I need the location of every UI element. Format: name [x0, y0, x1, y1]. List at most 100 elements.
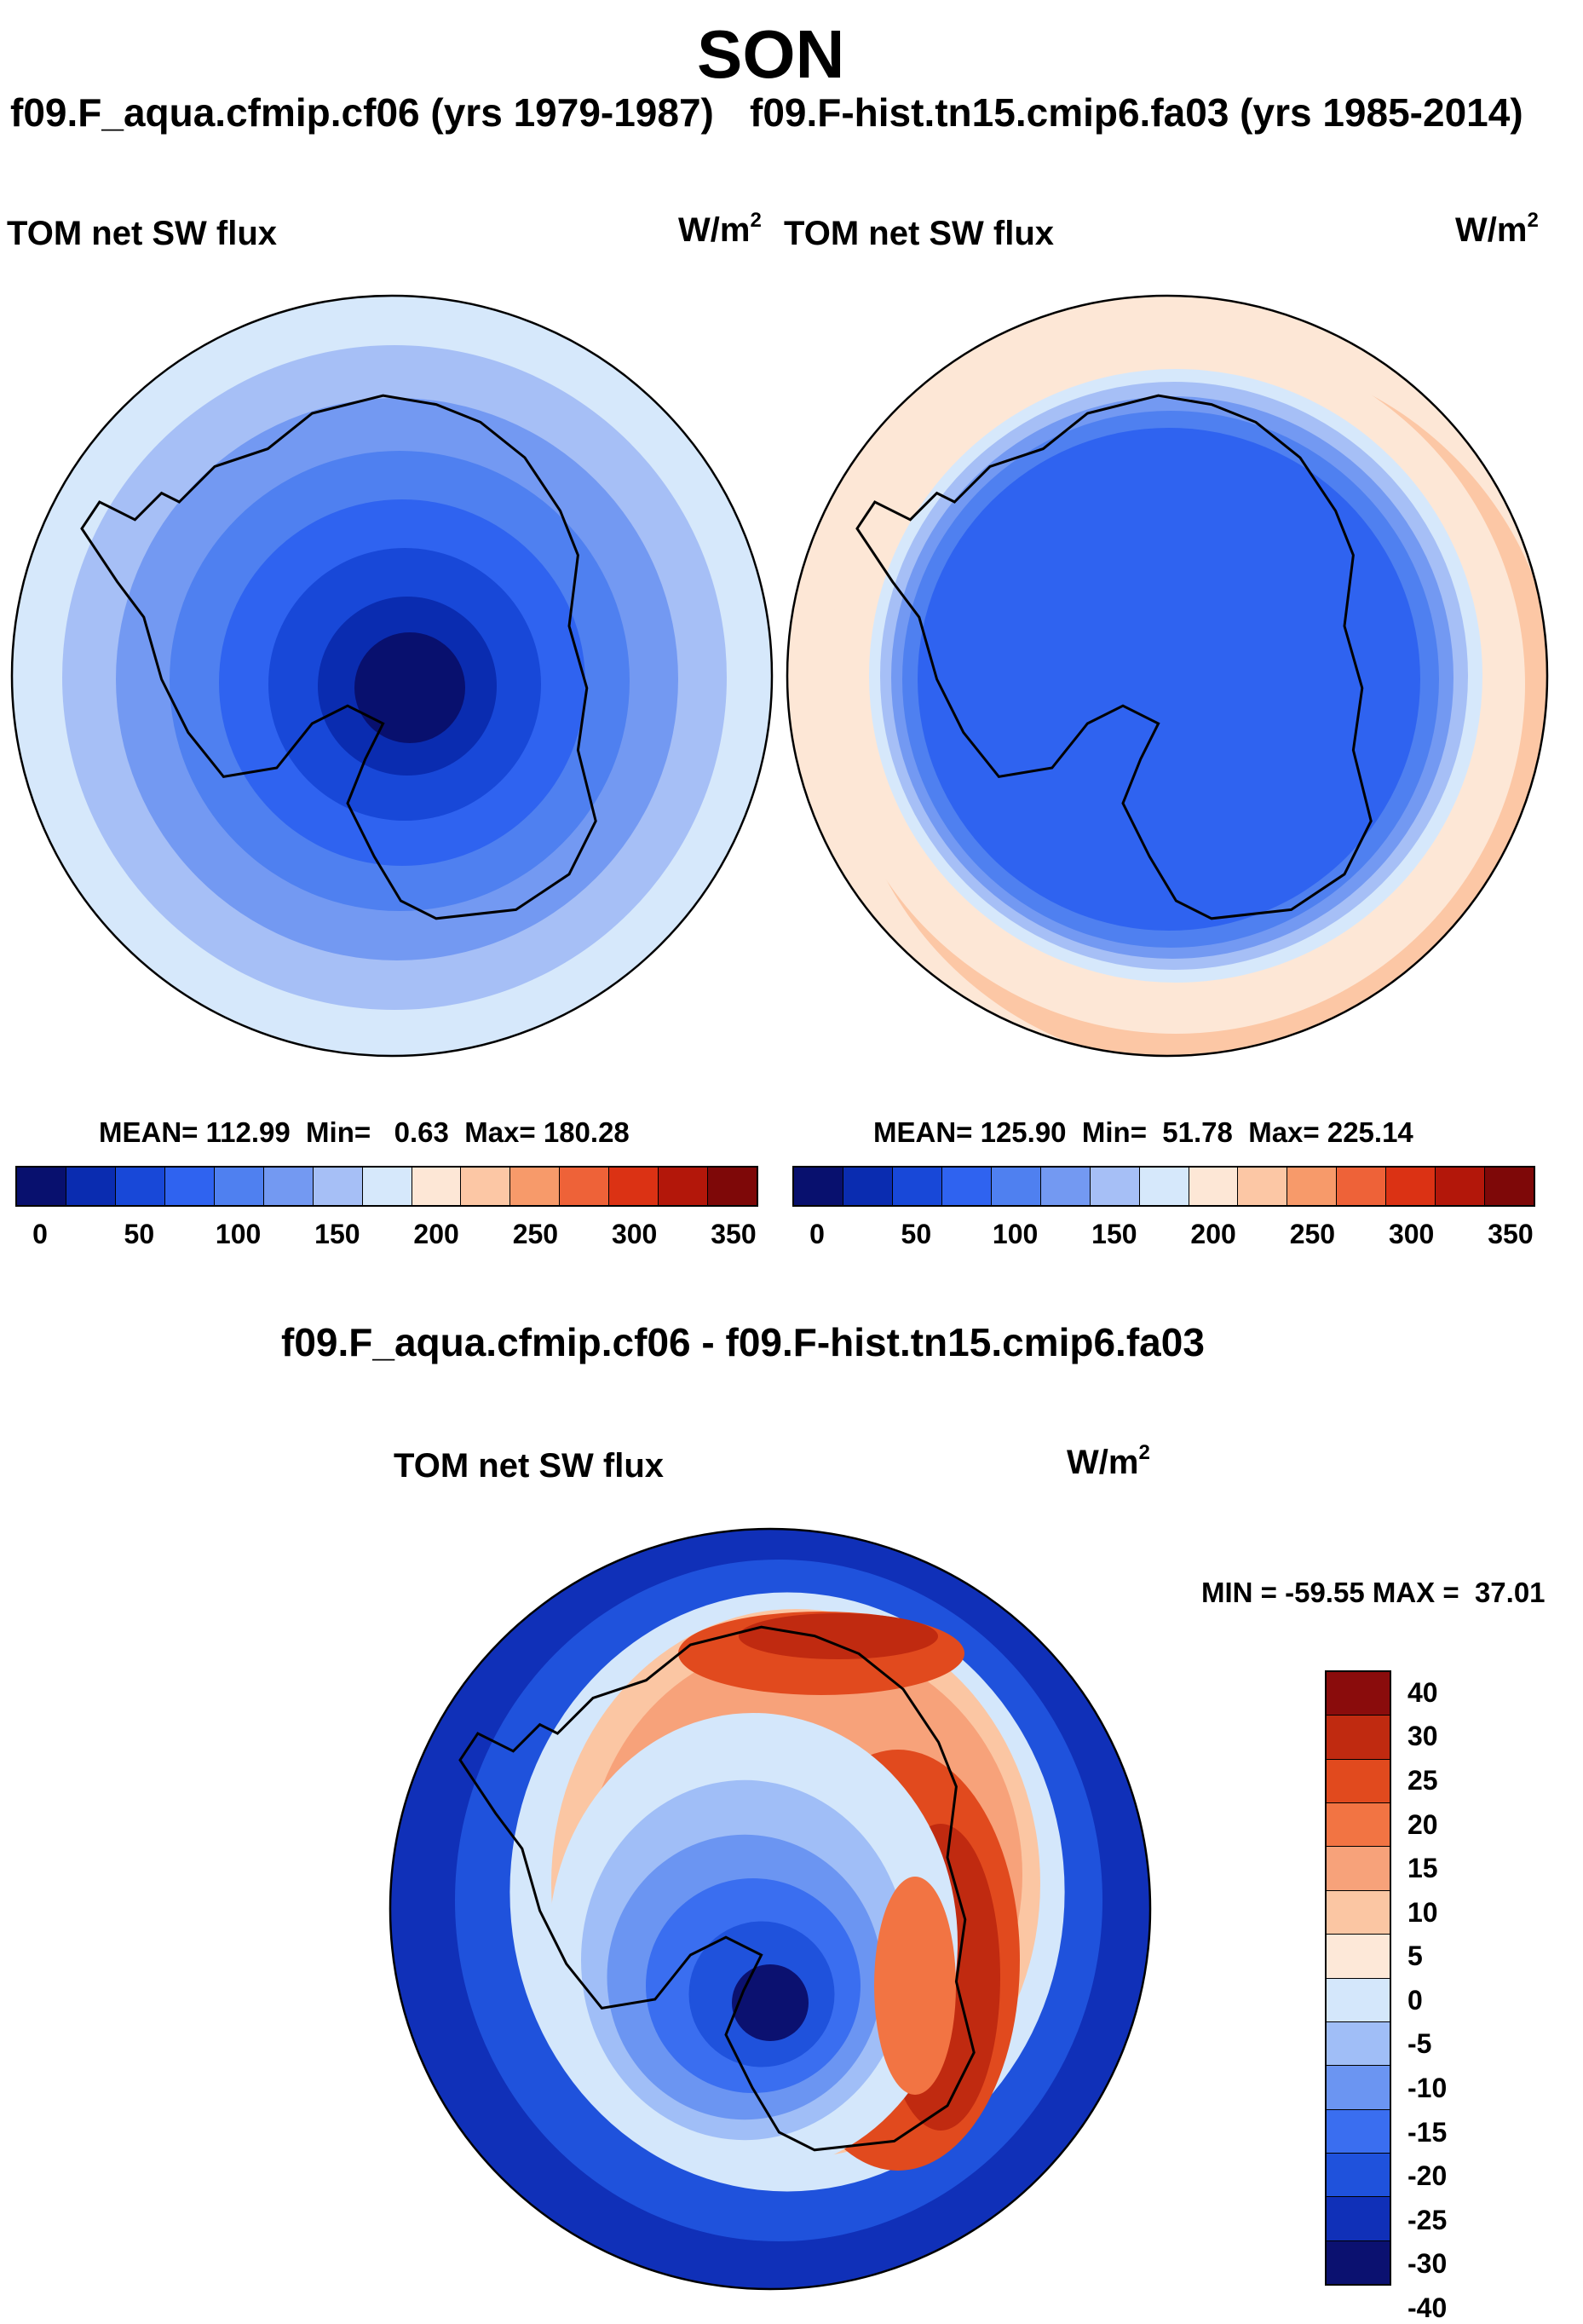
colorbar-segment	[461, 1168, 511, 1205]
colorbar-tick-label: 25	[1407, 1764, 1438, 1796]
colorbar-segment	[1327, 1759, 1390, 1804]
right-var-name: TOM net SW flux	[784, 215, 1055, 252]
diff-title: f09.F_aqua.cfmip.cf06 - f09.F-hist.tn15.…	[281, 1320, 1205, 1364]
colorbar-tick-label: 100	[215, 1219, 262, 1249]
colorbar-segment	[1327, 2109, 1390, 2154]
colorbar-segment	[1327, 2021, 1390, 2067]
colorbar-segment	[892, 1168, 942, 1205]
colorbar-tick-label: 5	[1407, 1941, 1423, 1972]
diff-units: W/m2	[1067, 1441, 1150, 1481]
colorbar-tick-label: 15	[1407, 1853, 1438, 1884]
colorbar-segment	[1327, 1716, 1390, 1760]
colorbar-segment	[708, 1168, 757, 1205]
colorbar-segment	[214, 1168, 264, 1205]
colorbar-tick-label: -40	[1407, 2292, 1448, 2323]
colorbar-tick-label: 50	[901, 1219, 932, 1249]
right-units: W/m2	[1455, 209, 1539, 249]
colorbar-segment	[1287, 1168, 1338, 1205]
diff-var-name: TOM net SW flux	[394, 1447, 665, 1485]
right-colorbar	[792, 1166, 1535, 1207]
right-map	[786, 294, 1549, 1058]
colorbar-tick-label: 0	[809, 1219, 825, 1249]
colorbar-segment	[1327, 1803, 1390, 1848]
contour-band	[354, 632, 465, 743]
colorbar-tick-label: -5	[1407, 2028, 1432, 2060]
colorbar-tick-label: 300	[1388, 1219, 1435, 1249]
right-stats: MEAN= 125.90 Min= 51.78 Max= 225.14	[873, 1116, 1413, 1148]
colorbar-segment	[1238, 1168, 1288, 1205]
colorbar-segment	[941, 1168, 992, 1205]
colorbar-segment	[115, 1168, 165, 1205]
contour-band	[739, 1613, 938, 1659]
colorbar-segment	[17, 1168, 66, 1205]
colorbar-tick-label: -15	[1407, 2116, 1448, 2148]
diff-colorbar	[1325, 1670, 1391, 2286]
colorbar-tick-label: -25	[1407, 2204, 1448, 2235]
colorbar-segment	[1436, 1168, 1486, 1205]
right-coastline	[855, 394, 1373, 920]
colorbar-tick-label: 200	[1190, 1219, 1236, 1249]
colorbar-segment	[362, 1168, 412, 1205]
left-map-boundary	[10, 294, 774, 1058]
colorbar-segment	[1327, 1890, 1390, 1935]
colorbar-tick-label: 150	[314, 1219, 360, 1249]
colorbar-segment	[1337, 1168, 1387, 1205]
colorbar-tick-label: 0	[32, 1219, 48, 1249]
colorbar-tick-label: 300	[611, 1219, 658, 1249]
colorbar-tick-label: -30	[1407, 2248, 1448, 2280]
colorbar-tick-label: 50	[124, 1219, 155, 1249]
contour-band	[918, 428, 1420, 931]
right-map-boundary	[786, 294, 1549, 1058]
colorbar-tick-label: 250	[1289, 1219, 1336, 1249]
colorbar-segment	[609, 1168, 659, 1205]
colorbar-tick-label: 100	[992, 1219, 1039, 1249]
colorbar-segment	[1090, 1168, 1140, 1205]
colorbar-segment	[164, 1168, 215, 1205]
colorbar-segment	[560, 1168, 610, 1205]
left-var-name: TOM net SW flux	[7, 215, 278, 252]
diff-coastline	[458, 1625, 976, 2152]
colorbar-segment	[1327, 2153, 1390, 2198]
colorbar-tick-label: 350	[1488, 1219, 1534, 1249]
colorbar-segment	[66, 1168, 116, 1205]
colorbar-segment	[1040, 1168, 1091, 1205]
colorbar-segment	[1327, 2066, 1390, 2110]
colorbar-tick-label: -20	[1407, 2160, 1448, 2192]
colorbar-segment	[1189, 1168, 1239, 1205]
colorbar-tick-label: 350	[711, 1219, 757, 1249]
colorbar-tick-label: 20	[1407, 1808, 1438, 1840]
left-units: W/m2	[678, 209, 762, 249]
colorbar-tick-label: 40	[1407, 1676, 1438, 1708]
diff-map-boundary	[389, 1527, 1152, 2291]
page-title: SON	[697, 16, 845, 92]
colorbar-segment	[1386, 1168, 1436, 1205]
colorbar-segment	[1327, 1935, 1390, 1979]
left-map	[10, 294, 774, 1058]
colorbar-segment	[1485, 1168, 1534, 1205]
colorbar-segment	[991, 1168, 1041, 1205]
colorbar-segment	[510, 1168, 561, 1205]
colorbar-segment	[1327, 2240, 1390, 2285]
left-stats: MEAN= 112.99 Min= 0.63 Max= 180.28	[99, 1116, 630, 1148]
colorbar-segment	[263, 1168, 314, 1205]
colorbar-tick-label: 150	[1091, 1219, 1137, 1249]
contour-band	[732, 1964, 809, 2041]
colorbar-tick-label: 0	[1407, 1984, 1423, 2015]
colorbar-tick-label: 250	[512, 1219, 559, 1249]
colorbar-segment	[1327, 1847, 1390, 1891]
colorbar-segment	[659, 1168, 709, 1205]
colorbar-segment	[843, 1168, 893, 1205]
colorbar-segment	[1327, 1672, 1390, 1716]
diff-minmax: MIN = -59.55 MAX = 37.01	[1201, 1577, 1546, 1608]
contour-band	[874, 1877, 956, 2095]
colorbar-segment	[313, 1168, 363, 1205]
colorbar-segment	[1327, 1978, 1390, 2022]
colorbar-segment	[412, 1168, 462, 1205]
diff-map	[389, 1527, 1152, 2291]
left-coastline	[80, 394, 597, 920]
colorbar-tick-label: 10	[1407, 1896, 1438, 1928]
colorbar-segment	[794, 1168, 843, 1205]
colorbar-tick-label: 30	[1407, 1721, 1438, 1752]
colorbar-tick-label: -10	[1407, 2072, 1448, 2103]
colorbar-segment	[1139, 1168, 1189, 1205]
